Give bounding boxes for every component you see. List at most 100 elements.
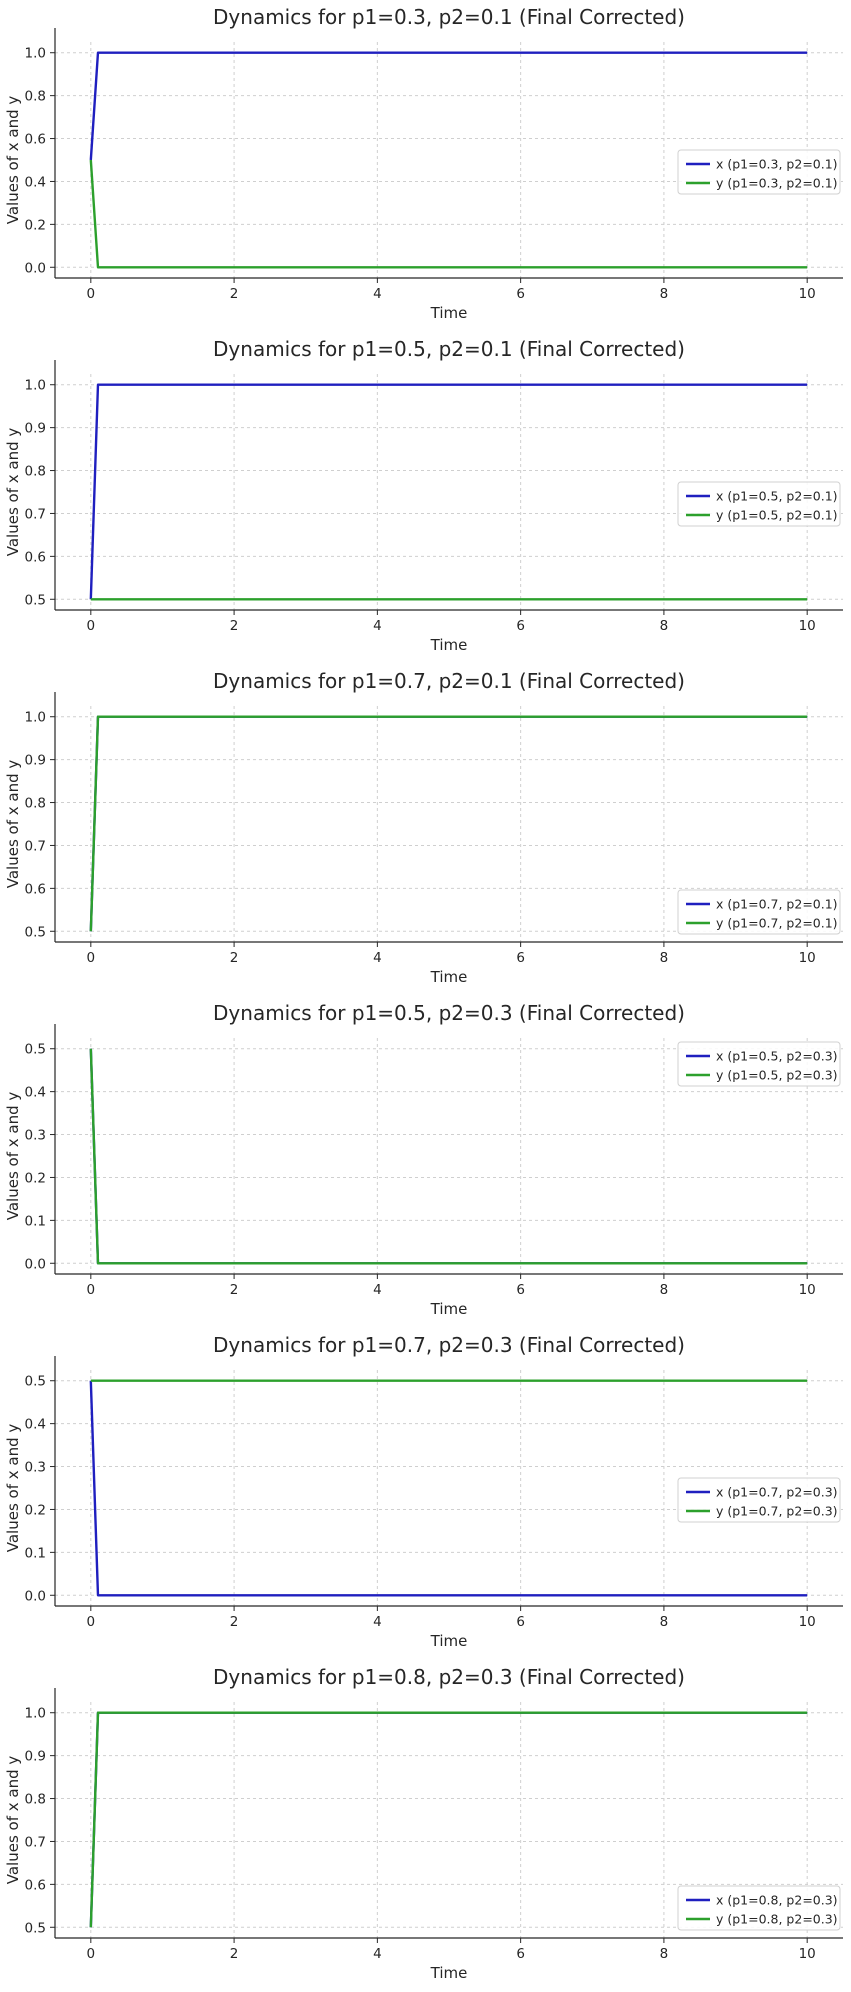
y-tick-label: 0.9 (25, 753, 46, 769)
y-tick-label: 0.7 (25, 838, 46, 854)
x-tick-label: 0 (87, 1614, 96, 1630)
y-tick-label: 0.4 (25, 1085, 46, 1101)
y-tick-label: 0.0 (25, 260, 46, 276)
legend-box (677, 889, 841, 935)
x-axis-label: Time (430, 968, 468, 986)
x-tick-label: 0 (87, 1282, 96, 1298)
x-tick-label: 2 (230, 950, 239, 966)
x-tick-label: 4 (373, 1614, 382, 1630)
legend-box (677, 1885, 841, 1931)
chart-title: Dynamics for p1=0.7, p2=0.1 (Final Corre… (213, 669, 685, 693)
y-tick-label: 1.0 (25, 378, 46, 394)
x-tick-label: 8 (660, 618, 669, 634)
x-tick-label: 2 (230, 1282, 239, 1298)
y-tick-label: 0.4 (25, 1417, 46, 1433)
legend-entry: y (p1=0.8, p2=0.3) (716, 1912, 838, 1927)
x-tick-label: 10 (799, 1614, 816, 1630)
x-axis-label: Time (430, 1964, 468, 1982)
x-tick-label: 0 (87, 1946, 96, 1962)
x-tick-label: 0 (87, 618, 96, 634)
chart-panel-4: Dynamics for p1=0.5, p2=0.3 (Final Corre… (4, 1001, 843, 1318)
y-tick-label: 0.0 (25, 1256, 46, 1272)
series-line-y (89, 1048, 808, 1265)
chart-title: Dynamics for p1=0.5, p2=0.1 (Final Corre… (213, 337, 685, 361)
legend-entry: y (p1=0.5, p2=0.3) (716, 1068, 838, 1083)
x-tick-label: 0 (87, 286, 96, 302)
y-tick-label: 0.6 (25, 881, 46, 897)
series-line-y (89, 159, 808, 269)
x-axis-label: Time (430, 636, 468, 654)
y-axis-label: Values of x and y (4, 1424, 22, 1553)
chart-title: Dynamics for p1=0.3, p2=0.1 (Final Corre… (213, 5, 685, 29)
y-tick-label: 0.4 (25, 174, 46, 190)
legend: x (p1=0.3, p2=0.1) y (p1=0.3, p2=0.1) (677, 149, 841, 195)
y-tick-label: 0.7 (25, 1834, 46, 1850)
y-tick-label: 1.0 (25, 1706, 46, 1722)
y-tick-label: 0.6 (25, 549, 46, 565)
y-tick-label: 0.9 (25, 421, 46, 437)
y-tick-label: 0.8 (25, 796, 46, 812)
x-tick-label: 10 (799, 618, 816, 634)
y-axis-label: Values of x and y (4, 96, 22, 225)
legend-box (677, 1041, 841, 1087)
legend-entry: y (p1=0.7, p2=0.1) (716, 916, 838, 931)
x-tick-label: 8 (660, 950, 669, 966)
legend-entry: y (p1=0.7, p2=0.3) (716, 1504, 838, 1519)
series-line-x (89, 51, 808, 161)
y-tick-label: 0.1 (25, 1213, 46, 1229)
legend-box (677, 481, 841, 527)
legend-entry: x (p1=0.7, p2=0.1) (716, 897, 838, 912)
chart-panel-5: Dynamics for p1=0.7, p2=0.3 (Final Corre… (4, 1333, 843, 1650)
y-tick-label: 1.0 (25, 710, 46, 726)
x-axis-label: Time (430, 1632, 468, 1650)
y-tick-label: 0.9 (25, 1749, 46, 1765)
y-tick-label: 0.2 (25, 1170, 46, 1186)
y-tick-label: 0.7 (25, 506, 46, 522)
x-axis-label: Time (430, 1300, 468, 1318)
legend-box (677, 149, 841, 195)
x-tick-label: 2 (230, 286, 239, 302)
series-line-x (89, 383, 808, 600)
chart-title: Dynamics for p1=0.7, p2=0.3 (Final Corre… (213, 1333, 685, 1357)
x-tick-label: 6 (516, 1614, 525, 1630)
y-axis-label: Values of x and y (4, 760, 22, 889)
chart-panel-2: Dynamics for p1=0.5, p2=0.1 (Final Corre… (4, 337, 843, 654)
y-tick-label: 0.5 (25, 924, 46, 940)
y-tick-label: 0.2 (25, 1502, 46, 1518)
x-tick-label: 2 (230, 1946, 239, 1962)
x-tick-label: 8 (660, 286, 669, 302)
x-tick-label: 4 (373, 1282, 382, 1298)
x-tick-label: 10 (799, 950, 816, 966)
y-tick-label: 0.5 (25, 1042, 46, 1058)
legend-box (677, 1477, 841, 1523)
legend: x (p1=0.8, p2=0.3) y (p1=0.8, p2=0.3) (677, 1885, 841, 1931)
legend: x (p1=0.7, p2=0.1) y (p1=0.7, p2=0.1) (677, 889, 841, 935)
legend: x (p1=0.7, p2=0.3) y (p1=0.7, p2=0.3) (677, 1477, 841, 1523)
y-tick-label: 0.3 (25, 1128, 46, 1144)
x-tick-label: 6 (516, 1946, 525, 1962)
x-tick-label: 8 (660, 1946, 669, 1962)
chart-title: Dynamics for p1=0.5, p2=0.3 (Final Corre… (213, 1001, 685, 1025)
x-tick-label: 10 (799, 286, 816, 302)
x-tick-label: 2 (230, 618, 239, 634)
y-axis-label: Values of x and y (4, 1756, 22, 1885)
y-tick-label: 0.5 (25, 1920, 46, 1936)
y-tick-label: 0.6 (25, 132, 46, 148)
chart-title: Dynamics for p1=0.8, p2=0.3 (Final Corre… (213, 1665, 685, 1689)
legend-entry: x (p1=0.7, p2=0.3) (716, 1485, 838, 1500)
x-tick-label: 6 (516, 618, 525, 634)
x-tick-label: 4 (373, 618, 382, 634)
x-tick-label: 4 (373, 286, 382, 302)
x-tick-label: 6 (516, 286, 525, 302)
x-tick-label: 0 (87, 950, 96, 966)
chart-panel-6: Dynamics for p1=0.8, p2=0.3 (Final Corre… (4, 1665, 843, 1982)
x-axis-label: Time (430, 304, 468, 322)
y-tick-label: 0.5 (25, 1374, 46, 1390)
legend: x (p1=0.5, p2=0.3) y (p1=0.5, p2=0.3) (677, 1041, 841, 1087)
y-tick-label: 0.8 (25, 464, 46, 480)
legend-entry: y (p1=0.5, p2=0.1) (716, 508, 838, 523)
y-tick-label: 0.0 (25, 1588, 46, 1604)
y-tick-label: 0.2 (25, 217, 46, 233)
legend-entry: x (p1=0.5, p2=0.3) (716, 1049, 838, 1064)
